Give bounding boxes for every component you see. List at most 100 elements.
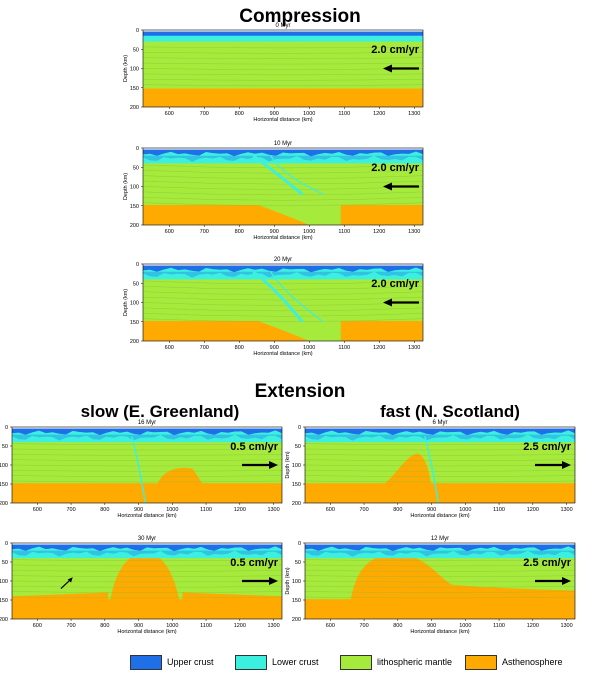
model-cross-section	[143, 30, 423, 107]
x-tick-label: 700	[200, 229, 209, 235]
y-tick-label: 150	[292, 482, 301, 488]
y-tick-label: 100	[130, 67, 139, 73]
y-tick-label: 200	[130, 105, 139, 111]
x-tick-label: 600	[165, 345, 174, 351]
y-tick-label: 200	[130, 339, 139, 345]
plate-rate-label: 2.0 cm/yr	[371, 162, 419, 174]
x-tick-label: 900	[270, 111, 279, 117]
legend-swatch-upper-crust	[130, 655, 162, 670]
x-tick-label: 700	[66, 507, 75, 513]
x-tick-label: 1200	[373, 229, 385, 235]
x-axis-label: Horizontal distance (km)	[253, 117, 312, 123]
x-tick-label: 1000	[166, 507, 178, 513]
x-tick-label: 800	[100, 507, 109, 513]
y-axis-label: Depth (km)	[285, 567, 291, 594]
x-tick-label: 1000	[166, 623, 178, 629]
legend-swatch-lithospheric-mantle	[340, 655, 372, 670]
x-tick-label: 1000	[459, 623, 471, 629]
y-tick-label: 50	[295, 560, 301, 566]
y-axis-label: Depth (km)	[123, 55, 129, 82]
panel-time-label: 30 Myr	[138, 536, 156, 542]
x-tick-label: 900	[427, 507, 436, 513]
x-tick-label: 900	[134, 623, 143, 629]
x-tick-label: 1300	[267, 623, 279, 629]
x-tick-label: 1300	[408, 345, 420, 351]
y-tick-label: 150	[0, 482, 8, 488]
panel-comp-20: 20 Myr 0 50 100 150 200 600 700 800 900 1000 1100 12…	[123, 257, 424, 357]
y-tick-label: 0	[136, 28, 139, 34]
x-tick-label: 1200	[373, 345, 385, 351]
x-tick-label: 1100	[200, 623, 212, 629]
y-tick-label: 50	[295, 444, 301, 450]
model-cross-section	[12, 543, 282, 619]
y-tick-label: 0	[136, 262, 139, 268]
y-tick-label: 50	[133, 281, 139, 287]
panel-time-label: 0 Myr	[276, 23, 291, 29]
y-tick-label: 150	[130, 320, 139, 326]
arrow-left-icon	[383, 298, 419, 307]
panel-slow-30: 30 Myr 0 50 100 150 200 600 700 800 900 1000 1100 12…	[0, 536, 283, 635]
legend-swatch-asthenosphere	[465, 655, 497, 670]
x-tick-label: 800	[235, 229, 244, 235]
panel-time-label: 6 Myr	[433, 420, 448, 426]
arrow-right-icon	[242, 461, 278, 469]
legend-swatch-lower-crust	[235, 655, 267, 670]
legend-label-upper-crust: Upper crust	[167, 657, 214, 667]
x-tick-label: 800	[393, 623, 402, 629]
y-tick-label: 150	[130, 204, 139, 210]
panel-time-label: 16 Myr	[138, 420, 156, 426]
arrow-right-icon	[535, 577, 571, 585]
x-tick-label: 800	[235, 345, 244, 351]
y-axis-label: Depth (km)	[285, 451, 291, 478]
x-axis-label: Horizontal distance (km)	[410, 513, 469, 519]
y-tick-label: 200	[0, 617, 8, 623]
x-axis-label: Horizontal distance (km)	[117, 513, 176, 519]
x-tick-label: 1100	[338, 229, 350, 235]
panel-time-label: 12 Myr	[431, 536, 449, 542]
y-tick-label: 100	[130, 185, 139, 191]
x-axis-label: Horizontal distance (km)	[253, 351, 312, 357]
y-tick-label: 50	[2, 444, 8, 450]
x-tick-label: 1000	[303, 345, 315, 351]
y-tick-label: 150	[0, 598, 8, 604]
y-tick-label: 50	[133, 47, 139, 53]
legend-label-lithospheric-mantle: lithospheric mantle	[377, 657, 453, 667]
plate-rate-label: 2.0 cm/yr	[371, 44, 419, 56]
x-tick-label: 700	[359, 507, 368, 513]
x-axis-label: Horizontal distance (km)	[410, 629, 469, 635]
panel-time-label: 10 Myr	[274, 141, 292, 147]
x-tick-label: 800	[235, 111, 244, 117]
x-tick-label: 1300	[408, 111, 420, 117]
x-tick-label: 600	[33, 623, 42, 629]
x-axis-label: Horizontal distance (km)	[253, 235, 312, 241]
y-tick-label: 200	[292, 617, 301, 623]
panel-slow-16: 16 Myr 0 50 100 150 200 600 700 800 900 1000 1100 12…	[0, 420, 283, 519]
model-cross-section	[305, 427, 575, 503]
y-tick-label: 100	[0, 579, 8, 585]
x-tick-label: 1300	[560, 507, 572, 513]
y-tick-label: 200	[130, 223, 139, 229]
x-tick-label: 1200	[373, 111, 385, 117]
panel-time-label: 20 Myr	[274, 257, 292, 263]
y-tick-label: 200	[292, 501, 301, 507]
y-tick-label: 150	[130, 86, 139, 92]
model-cross-section	[12, 427, 282, 503]
plate-rate-label: 2.0 cm/yr	[371, 278, 419, 290]
x-tick-label: 1100	[493, 507, 505, 513]
model-cross-section	[143, 264, 423, 341]
y-tick-label: 0	[298, 541, 301, 547]
x-tick-label: 700	[359, 623, 368, 629]
model-cross-section	[143, 148, 423, 225]
y-tick-label: 200	[0, 501, 8, 507]
legend-label-asthenosphere: Asthenosphere	[502, 657, 563, 667]
y-tick-label: 0	[5, 425, 8, 431]
x-tick-label: 1100	[338, 345, 350, 351]
x-tick-label: 800	[100, 623, 109, 629]
x-tick-label: 600	[165, 111, 174, 117]
arrow-left-icon	[383, 182, 419, 191]
x-tick-label: 1100	[200, 507, 212, 513]
x-tick-label: 900	[134, 507, 143, 513]
x-tick-label: 1000	[303, 229, 315, 235]
y-tick-label: 100	[292, 579, 301, 585]
plate-rate-label: 0.5 cm/yr	[230, 557, 278, 569]
